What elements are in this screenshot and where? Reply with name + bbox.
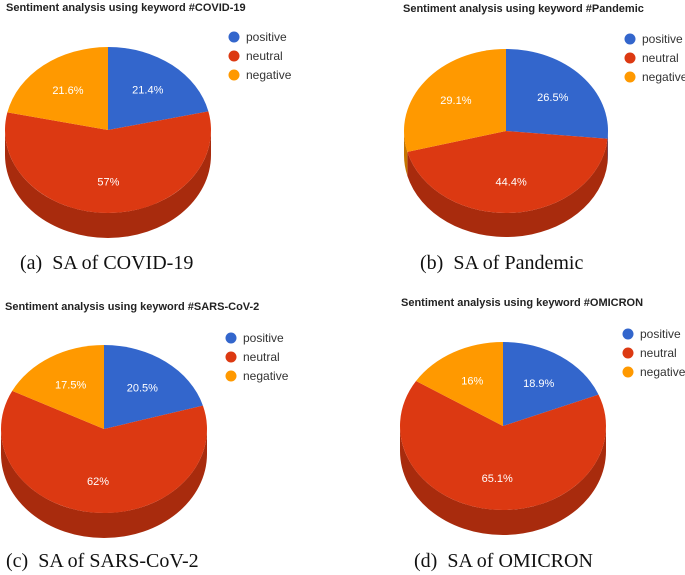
legend-swatch-neutral: [225, 351, 237, 363]
slice-label-positive: 26.5%: [537, 92, 568, 104]
figure-caption-a: (a) SA of COVID-19: [20, 252, 193, 275]
legend-swatch-positive: [225, 332, 237, 344]
legend-swatch-neutral: [622, 347, 634, 359]
chart-panel-c: Sentiment analysis using keyword #SARS-C…: [0, 296, 340, 572]
figure-caption-b: (b) SA of Pandemic: [420, 252, 583, 275]
slice-label-neutral: 65.1%: [482, 473, 513, 485]
pie-slice-positive: [503, 342, 599, 426]
pie-side-neutral: [400, 426, 606, 535]
legend-label-positive: positive: [246, 30, 287, 44]
pie-side-neutral: [1, 429, 207, 538]
pie-slice-negative: [416, 342, 503, 426]
pie: [399, 342, 606, 535]
caption-text: SA of Pandemic: [453, 252, 584, 274]
pie-slice-neutral: [407, 131, 608, 213]
legend-swatch-positive: [624, 33, 636, 45]
legend-swatch-neutral: [624, 52, 636, 64]
legend-swatch-positive: [228, 31, 240, 43]
legend-label-neutral: neutral: [246, 49, 283, 63]
caption-tag: (c): [6, 550, 29, 572]
pie-chart-omicron: Sentiment analysis using keyword #OMICRO…: [399, 297, 685, 535]
legend-label-neutral: neutral: [243, 350, 280, 364]
legend-label-negative: negative: [246, 68, 292, 82]
slice-label-neutral: 62%: [87, 476, 109, 488]
legend-label-positive: positive: [642, 32, 683, 46]
legend-swatch-negative: [228, 69, 240, 81]
pie-slice-negative: [404, 48, 506, 152]
slice-label-negative: 29.1%: [440, 95, 471, 107]
slice-label-neutral: 57%: [97, 176, 119, 188]
pie-chart-pandemic: Sentiment analysis using keyword #Pandem…: [403, 3, 685, 237]
legend-swatch-positive: [622, 328, 634, 340]
pie-slice-positive: [108, 47, 209, 130]
pie: [404, 48, 608, 237]
legend-label-positive: positive: [640, 327, 681, 341]
pie: [4, 47, 211, 238]
pie-slice-positive: [506, 49, 608, 139]
pie-chart-covid19: Sentiment analysis using keyword #COVID-…: [4, 2, 292, 238]
pie-slice-negative: [7, 47, 108, 130]
caption-tag: (b): [420, 252, 444, 274]
slice-label-negative: 16%: [461, 375, 483, 387]
pie-chart-sars-cov-2: Sentiment analysis using keyword #SARS-C…: [1, 301, 289, 538]
caption-text: SA of SARS-CoV-2: [38, 550, 199, 572]
slice-label-negative: 21.6%: [52, 85, 83, 97]
legend-swatch-negative: [622, 366, 634, 378]
chart-panel-a: Sentiment analysis using keyword #COVID-…: [0, 0, 340, 274]
chart-legend: positive neutral negative: [225, 331, 289, 383]
slice-label-positive: 18.9%: [523, 378, 554, 390]
slice-label-negative: 17.5%: [55, 380, 86, 392]
chart-legend: positive neutral negative: [624, 32, 685, 84]
legend-label-negative: negative: [642, 70, 685, 84]
pie-side-neutral: [5, 130, 211, 238]
chart-title: Sentiment analysis using keyword #SARS-C…: [5, 301, 259, 313]
chart-legend: positive neutral negative: [622, 327, 685, 379]
chart-legend: positive neutral negative: [228, 30, 292, 82]
legend-label-negative: negative: [640, 365, 685, 379]
slice-label-neutral: 44.4%: [496, 177, 527, 189]
figure-caption-d: (d) SA of OMICRON: [414, 550, 593, 573]
caption-text: SA of COVID-19: [52, 252, 194, 274]
pie-slice-neutral: [4, 111, 211, 214]
pie-slice-positive: [104, 345, 203, 429]
legend-label-positive: positive: [243, 331, 284, 345]
caption-tag: (d): [414, 550, 438, 572]
slice-label-positive: 21.4%: [132, 85, 163, 97]
legend-label-neutral: neutral: [640, 346, 677, 360]
pie-side-neutral: [407, 138, 608, 237]
figure-caption-c: (c) SA of SARS-CoV-2: [6, 550, 199, 573]
caption-tag: (a): [20, 252, 43, 274]
legend-label-neutral: neutral: [642, 51, 679, 65]
chart-panel-b: Sentiment analysis using keyword #Pandem…: [398, 0, 685, 274]
chart-panel-d: Sentiment analysis using keyword #OMICRO…: [398, 296, 685, 572]
legend-swatch-neutral: [228, 50, 240, 62]
pie: [1, 345, 208, 538]
legend-label-negative: negative: [243, 369, 289, 383]
pie-slice-negative: [12, 345, 105, 429]
legend-swatch-negative: [624, 71, 636, 83]
legend-swatch-negative: [225, 370, 237, 382]
pie-slice-neutral: [399, 380, 606, 510]
pie-slice-neutral: [1, 390, 208, 513]
chart-title: Sentiment analysis using keyword #Pandem…: [403, 3, 644, 15]
chart-title: Sentiment analysis using keyword #COVID-…: [6, 2, 246, 14]
caption-text: SA of OMICRON: [447, 550, 593, 572]
slice-label-positive: 20.5%: [127, 382, 158, 394]
pie-side-negative: [404, 131, 408, 176]
chart-title: Sentiment analysis using keyword #OMICRO…: [401, 297, 643, 309]
